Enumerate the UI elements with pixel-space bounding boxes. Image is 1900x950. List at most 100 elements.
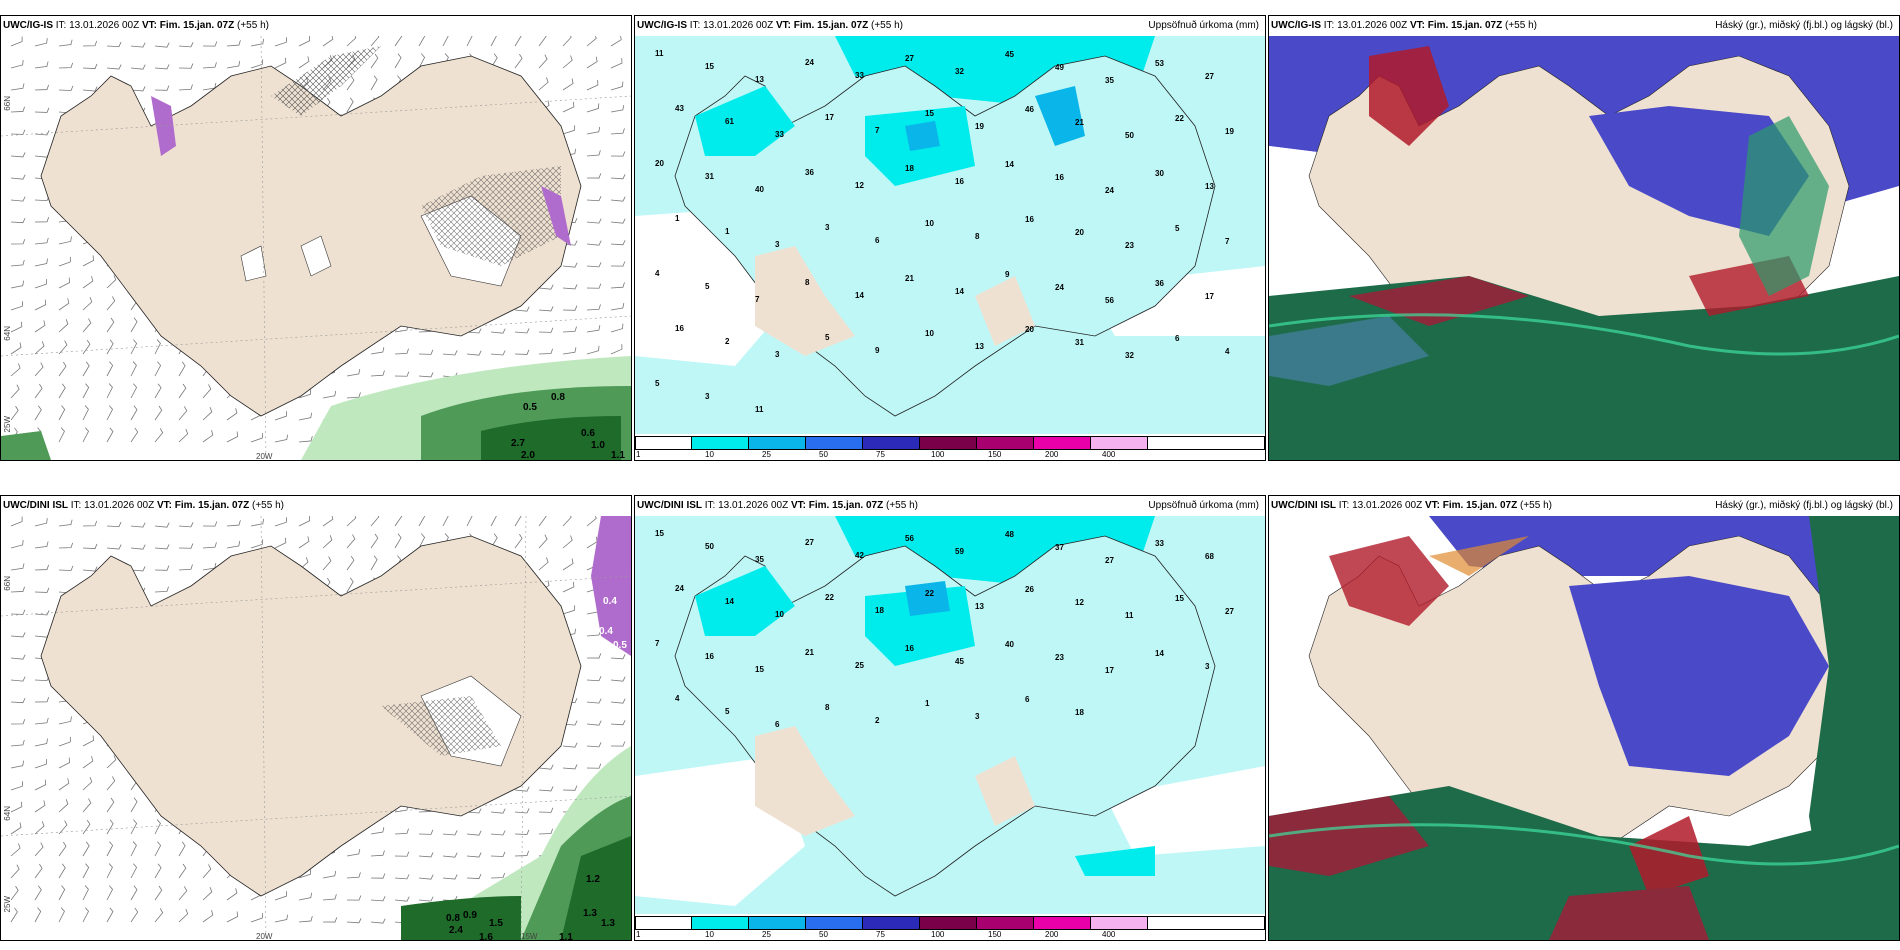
precip-value: 2 (875, 716, 880, 725)
precip-value: 11 (755, 405, 764, 414)
wind-barb (418, 896, 434, 902)
wind-barb (586, 345, 600, 355)
snow-value: 2.4 (449, 925, 463, 936)
wind-barb (130, 841, 137, 857)
precip-value: 40 (755, 185, 764, 194)
wind-barb (58, 542, 74, 549)
wind-barb (490, 851, 506, 857)
wind-barb (586, 516, 597, 527)
lon-label: 25W (3, 416, 12, 433)
wind-barb (298, 36, 311, 47)
wind-barb (538, 327, 554, 333)
snow-value: 0.8 (551, 392, 565, 403)
wind-barb (442, 36, 449, 47)
precip-value: 9 (1005, 270, 1010, 279)
precip-value: 6 (1175, 334, 1180, 343)
wind-barb (586, 126, 601, 135)
wind-barb (130, 339, 138, 355)
lon-label: 20W (256, 452, 273, 461)
wind-barb (154, 908, 164, 923)
wind-barb (154, 42, 170, 48)
wind-barb (154, 339, 161, 355)
wind-barb (418, 533, 426, 549)
colorbar-label: 400 (1102, 450, 1116, 459)
lon-label: 20W (256, 932, 273, 941)
precip-value: 18 (1075, 708, 1084, 717)
snow-value: 1.0 (591, 440, 605, 451)
precip-value: 2 (725, 337, 730, 346)
wind-barb (34, 541, 49, 549)
precip-value: 27 (905, 54, 914, 63)
wind-barb (538, 557, 549, 571)
wind-barb (586, 262, 602, 268)
wind-barb (58, 85, 74, 91)
wind-barb (34, 717, 49, 725)
wind-barb (34, 518, 48, 527)
colorbar-label: 50 (819, 450, 828, 459)
wind-barb (250, 433, 263, 443)
wind-barb (10, 36, 23, 47)
wind-barb (10, 609, 26, 615)
wind-barb (562, 125, 576, 135)
wind-barb (418, 349, 434, 355)
wind-barb (538, 828, 553, 835)
wind-barb (178, 863, 187, 879)
wind-barb (58, 736, 71, 747)
wind-barb (34, 320, 46, 333)
precip-value: 5 (655, 379, 660, 388)
wind-barb (82, 40, 98, 47)
wind-barb (82, 405, 89, 421)
wind-barb (34, 107, 50, 113)
wind-barb (514, 786, 530, 792)
wind-barb (418, 852, 434, 858)
wind-barb (106, 274, 117, 289)
wind-barb (34, 863, 43, 879)
wind-barb (298, 412, 313, 421)
wind-barb (10, 781, 24, 791)
wind-barb (322, 36, 334, 47)
wind-barb (562, 262, 578, 268)
wind-barb (610, 36, 622, 47)
wind-barb (82, 339, 91, 355)
wind-barb (82, 841, 90, 857)
wind-barb (106, 317, 115, 333)
precip-value: 16 (1025, 215, 1034, 224)
wind-barb (466, 36, 473, 47)
wind-barb (130, 317, 138, 333)
precip-value: 27 (1225, 607, 1234, 616)
precip-value: 36 (1155, 279, 1164, 288)
precip-value: 11 (1125, 611, 1134, 620)
wind-barb (610, 151, 626, 157)
wind-barb (154, 544, 170, 550)
wind-barb (82, 276, 94, 289)
wind-barb (562, 78, 574, 91)
precip-value: 21 (805, 648, 814, 657)
wind-barb (298, 869, 312, 879)
precip-value: 14 (1005, 160, 1014, 169)
wind-barb (178, 361, 186, 377)
precip-value: 8 (825, 703, 830, 712)
wind-barb (538, 306, 554, 312)
wind-barb (10, 152, 26, 158)
wind-barb (10, 760, 24, 769)
panel-header: UWC/DINI ISL IT: 13.01.2026 00Z VT: Fim.… (637, 500, 918, 511)
precip-value: 35 (1105, 76, 1114, 85)
wind-barb (58, 716, 72, 725)
wind-barb (82, 361, 90, 377)
wind-barb (58, 820, 68, 835)
precip-value: 13 (1205, 182, 1214, 191)
wind-barb (298, 536, 310, 549)
wind-barb (466, 516, 473, 527)
wind-barb (58, 361, 67, 377)
wind-barb (610, 282, 625, 289)
colorbar-label: 1 (636, 450, 641, 459)
wind-barb (34, 383, 43, 399)
wind-barb (34, 821, 45, 835)
wind-barb (82, 777, 93, 791)
wind-barb (58, 39, 73, 47)
colorbar-label: 400 (1102, 930, 1116, 939)
wind-barb (370, 53, 379, 69)
wind-barb (58, 319, 69, 333)
wind-barb (346, 75, 355, 91)
wind-barb (226, 60, 241, 69)
